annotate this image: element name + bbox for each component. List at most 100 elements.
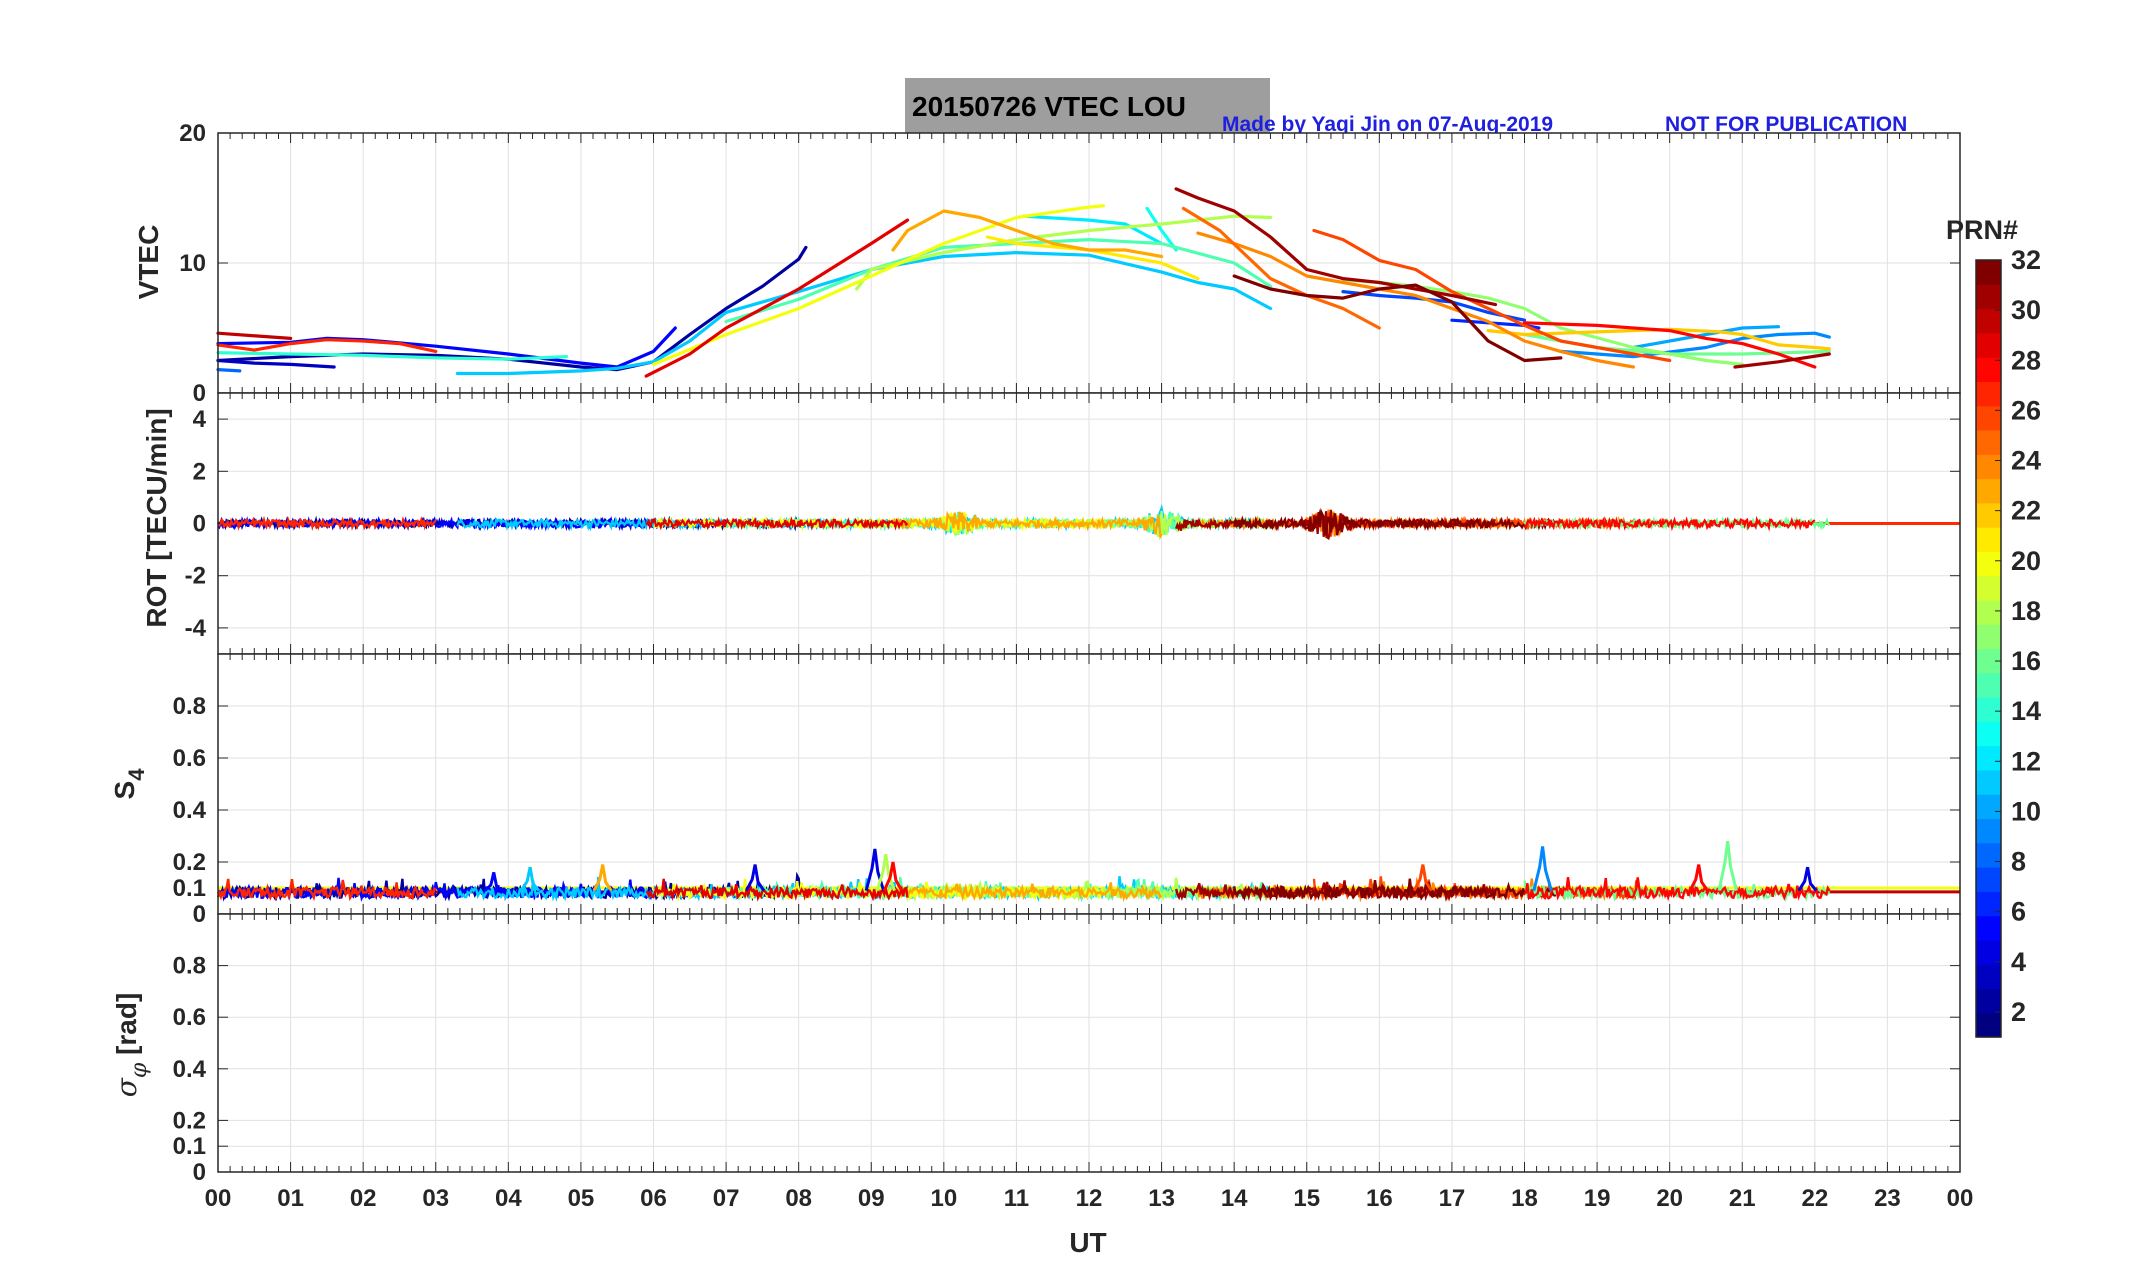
vtec-series-prn-26 <box>1312 228 1672 363</box>
colorbar-segment <box>1976 429 2001 455</box>
s4-spike-prn-16 <box>1717 841 1738 891</box>
y-tick-label: 0.8 <box>173 693 206 720</box>
vtec-series-prn-29 <box>644 218 910 378</box>
s4-series-prn-29 <box>646 878 909 902</box>
colorbar-tick-label: 18 <box>2011 596 2041 626</box>
s4-spike-prn-23 <box>592 864 613 892</box>
x-tick-label: 15 <box>1293 1185 1320 1212</box>
y-tick-label: 0.6 <box>173 745 206 772</box>
colorbar-tick-label: 12 <box>2011 746 2041 776</box>
figure-title: 20150726 VTEC LOU <box>912 91 1186 122</box>
x-tick-label: 13 <box>1148 1185 1175 1212</box>
x-tick-label: 18 <box>1511 1185 1538 1212</box>
colorbar-segment <box>1976 284 2001 310</box>
y-tick-label: 10 <box>179 250 206 277</box>
x-tick-label: 19 <box>1584 1185 1611 1212</box>
y-tick-label: 0 <box>193 1159 206 1186</box>
s4-spike-prn-28 <box>882 861 904 892</box>
colorbar-segment <box>1976 381 2001 407</box>
colorbar-segment <box>1976 624 2001 650</box>
y-tick-label: -4 <box>185 615 207 642</box>
x-tick-labels: 00 01 02 03 04 05 06 07 08 09 10 11 12 13 14 15 16 17 18 19… <box>205 1185 1974 1212</box>
vtec-panel: 0 10 20 <box>179 120 1961 407</box>
y-tick-label: 0.2 <box>173 1107 206 1134</box>
y-tick-label: 0.4 <box>173 1056 207 1083</box>
vtec-series-prn-30 <box>216 331 293 340</box>
vtec-series-prn-12 <box>1022 214 1164 246</box>
vtec-series-prn-13 <box>1145 206 1178 252</box>
vtec-series-prn-31 <box>1733 352 1831 369</box>
vtec-series-prn-11 <box>455 251 1273 376</box>
vtec-series-prn-24 <box>1196 231 1635 369</box>
colorbar-segment <box>1976 260 2001 285</box>
colorbar-segment <box>1976 697 2001 722</box>
sigma-unit: [rad] <box>111 993 142 1063</box>
colorbar-segment <box>1976 599 2001 625</box>
colorbar-segment <box>1976 405 2001 431</box>
publication-notice: NOT FOR PUBLICATION <box>1665 113 1907 136</box>
title-box <box>905 78 1270 133</box>
credit-text: Made by Yaqi Jin on 07-Aug-2019 <box>1222 113 1553 136</box>
colorbar-segment <box>1976 308 2001 334</box>
colorbar-segment <box>1976 527 2001 552</box>
sigma-axis-text: σφ [rad] <box>110 993 152 1098</box>
s4-spike-prn-5 <box>484 872 504 892</box>
vtec-series-prn-27 <box>216 338 438 353</box>
y-tick-label: 4 <box>193 406 207 433</box>
y-tick-label: 0.6 <box>173 1004 206 1031</box>
sigma-phi-panel: 00.10.2 0.4 0.6 0.8 <box>173 913 1961 1186</box>
s4-panel: 00.10.2 0.4 0.6 0.8 <box>173 653 1961 928</box>
colorbar-segment <box>1976 867 2001 892</box>
s4-series-prn-32 <box>1233 878 1562 902</box>
colorbar-segment <box>1976 551 2001 577</box>
rot-axis-label: ROT [TECU/min] <box>141 408 172 627</box>
rot-series-prn-29 <box>645 516 909 531</box>
colorbar-tick-label: 26 <box>2011 395 2041 425</box>
colorbar-tick-label: 6 <box>2011 897 2026 927</box>
vtec-series-prn-18 <box>855 214 1273 291</box>
y-tick-label: 0.4 <box>173 797 207 824</box>
s4-spike-prn-18 <box>875 853 896 892</box>
colorbar-segment <box>1976 964 2001 990</box>
colorbar-segment <box>1976 988 2001 1014</box>
y-tick-label: 2 <box>193 458 206 485</box>
s4-series-prn-28 <box>1523 877 1831 902</box>
colorbar-tick-label: 32 <box>2011 245 2041 275</box>
rot-series-prn-27 <box>217 515 437 531</box>
colorbar-segment <box>1976 842 2001 868</box>
vtec-series-prn-23 <box>891 209 1164 259</box>
vtec-series-prn-22 <box>1486 327 1831 351</box>
sigma-subscript: φ <box>127 1062 152 1078</box>
rot-series-prn-28 <box>1523 515 1816 532</box>
colorbar-tick-label: 2 <box>2011 997 2026 1027</box>
s4-axis-text: S4 <box>109 768 149 800</box>
vtec-axis-label: VTEC <box>133 225 164 300</box>
y-tick-label: 0 <box>193 380 206 407</box>
colorbar-segment <box>1976 939 2001 965</box>
x-tick-label: 06 <box>640 1185 667 1212</box>
colorbar-tick-label: 4 <box>2011 947 2026 977</box>
colorbar-tick-label: 30 <box>2011 295 2041 325</box>
plot-border <box>217 913 1961 1173</box>
y-tick-label: 0 <box>193 511 206 538</box>
colorbar-tick-label: 22 <box>2011 496 2041 526</box>
vtec-series-prn-3 <box>216 358 336 369</box>
s4-spike-prn-26 <box>1412 864 1433 892</box>
x-tick-label: 20 <box>1656 1185 1683 1212</box>
vtec-series-prn-25 <box>1181 206 1381 330</box>
s4-series-prn-27 <box>216 878 437 902</box>
vtec-series-prn-32 <box>1232 274 1563 363</box>
x-tick-label: 10 <box>930 1185 957 1212</box>
x-tick-label: 09 <box>858 1185 885 1212</box>
colorbar-segment <box>1976 672 2001 698</box>
x-tick-label: 23 <box>1874 1185 1901 1212</box>
s4-series-prn-23 <box>891 882 1163 903</box>
colorbar-segment <box>1976 454 2001 480</box>
colorbar-tick-label: 16 <box>2011 646 2041 676</box>
rot-series-prn-32 <box>1233 507 1562 537</box>
x-tick-label: 04 <box>495 1185 522 1212</box>
sigma-symbol: σ <box>110 1077 143 1097</box>
y-tick-label: 0 <box>193 901 206 928</box>
rot-series-prn-23 <box>892 510 1163 540</box>
